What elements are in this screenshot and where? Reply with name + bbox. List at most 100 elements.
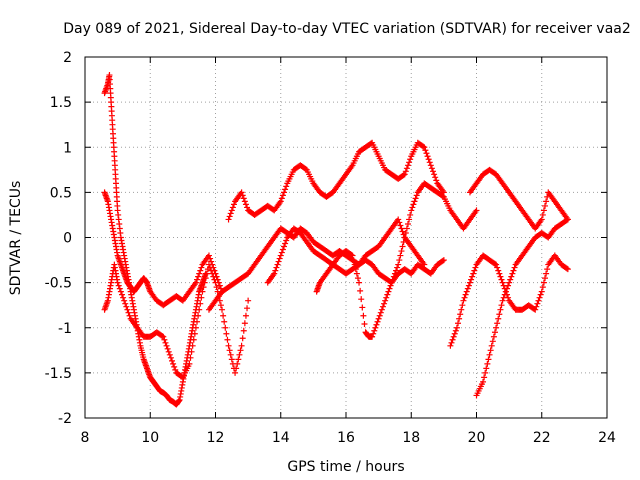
data-point [544, 266, 551, 273]
data-point [490, 333, 497, 340]
y-tick-label: 2 [63, 50, 72, 66]
data-point [244, 204, 251, 211]
data-point [226, 213, 233, 220]
data-point [424, 153, 431, 160]
data-point [357, 287, 364, 294]
data-point [400, 239, 407, 246]
data-point [453, 324, 460, 331]
data-point [236, 351, 243, 358]
y-axis-label: SDTVAR / TECUs [8, 181, 24, 296]
data-point [192, 324, 199, 331]
data-point [402, 168, 409, 175]
data-point [543, 198, 550, 205]
data-point [381, 300, 388, 307]
data-point [370, 330, 377, 337]
data-point [281, 189, 288, 196]
data-point [216, 282, 223, 289]
data-point [227, 210, 234, 217]
data-point [190, 336, 197, 343]
data-point [412, 195, 419, 202]
data-point [447, 342, 454, 349]
series-track-4 [205, 225, 447, 313]
data-point [271, 270, 278, 277]
data-point [191, 330, 198, 337]
data-point [428, 165, 435, 172]
data-point [196, 306, 203, 313]
data-point [486, 351, 493, 358]
data-point [461, 294, 468, 301]
data-point [278, 195, 285, 202]
data-point [115, 282, 122, 289]
data-point [502, 288, 509, 295]
data-point [396, 219, 403, 226]
data-point [233, 365, 240, 372]
data-point [165, 348, 172, 355]
data-point [399, 243, 406, 250]
data-point [451, 330, 458, 337]
data-point [274, 261, 281, 268]
data-point [452, 327, 459, 334]
data-point [534, 300, 541, 307]
data-point [430, 168, 436, 175]
data-point [499, 297, 506, 304]
data-point [542, 275, 549, 282]
data-point [196, 270, 203, 277]
data-point [118, 291, 125, 298]
data-point [496, 311, 503, 318]
data-point [388, 279, 395, 286]
data-point [539, 284, 546, 291]
data-point [198, 264, 205, 271]
data-point [228, 356, 235, 363]
data-point [225, 342, 232, 349]
data-point [393, 267, 400, 274]
data-point [350, 257, 357, 264]
data-point [172, 366, 179, 373]
data-point [195, 312, 202, 319]
data-point [359, 304, 366, 311]
data-point [159, 333, 166, 340]
data-point [493, 324, 500, 331]
data-point [563, 265, 570, 272]
data-point [394, 264, 401, 271]
y-tick-label: 1.5 [50, 95, 72, 111]
data-point [354, 275, 361, 282]
data-point [422, 147, 429, 154]
data-point [396, 257, 403, 264]
data-point [420, 143, 427, 150]
data-point [408, 207, 415, 214]
data-point [538, 288, 545, 295]
data-point [160, 333, 167, 340]
data-point [211, 276, 218, 283]
data-point [457, 311, 464, 318]
data-point [241, 198, 248, 205]
data-point [361, 320, 368, 327]
data-point [232, 369, 239, 376]
data-point [487, 347, 494, 354]
data-point [421, 261, 428, 268]
data-point [472, 264, 479, 271]
data-point [116, 285, 123, 292]
data-point [401, 171, 408, 178]
data-point [493, 261, 500, 268]
data-point [167, 354, 174, 361]
x-tick-label: 22 [533, 430, 551, 446]
data-point [539, 211, 546, 218]
data-point [348, 251, 355, 258]
data-point [398, 225, 405, 232]
data-point [219, 306, 226, 313]
y-tick-label: 1 [63, 140, 72, 156]
x-tick-label: 14 [272, 430, 290, 446]
data-point [197, 300, 204, 307]
series-track-10 [466, 166, 571, 232]
data-point [458, 306, 465, 313]
data-point [495, 267, 502, 274]
data-point [224, 336, 231, 343]
data-point [480, 378, 487, 385]
ticks-layer: 8 10 12 14 16 18 20 22 24 -2 -1.5 -1 -0.5 0 0.5 1 1.5 2 [45, 50, 616, 446]
data-point [356, 279, 363, 286]
data-point [391, 270, 398, 277]
data-point [538, 216, 545, 223]
data-point [360, 312, 367, 319]
data-point [401, 234, 408, 241]
data-point [510, 267, 517, 274]
